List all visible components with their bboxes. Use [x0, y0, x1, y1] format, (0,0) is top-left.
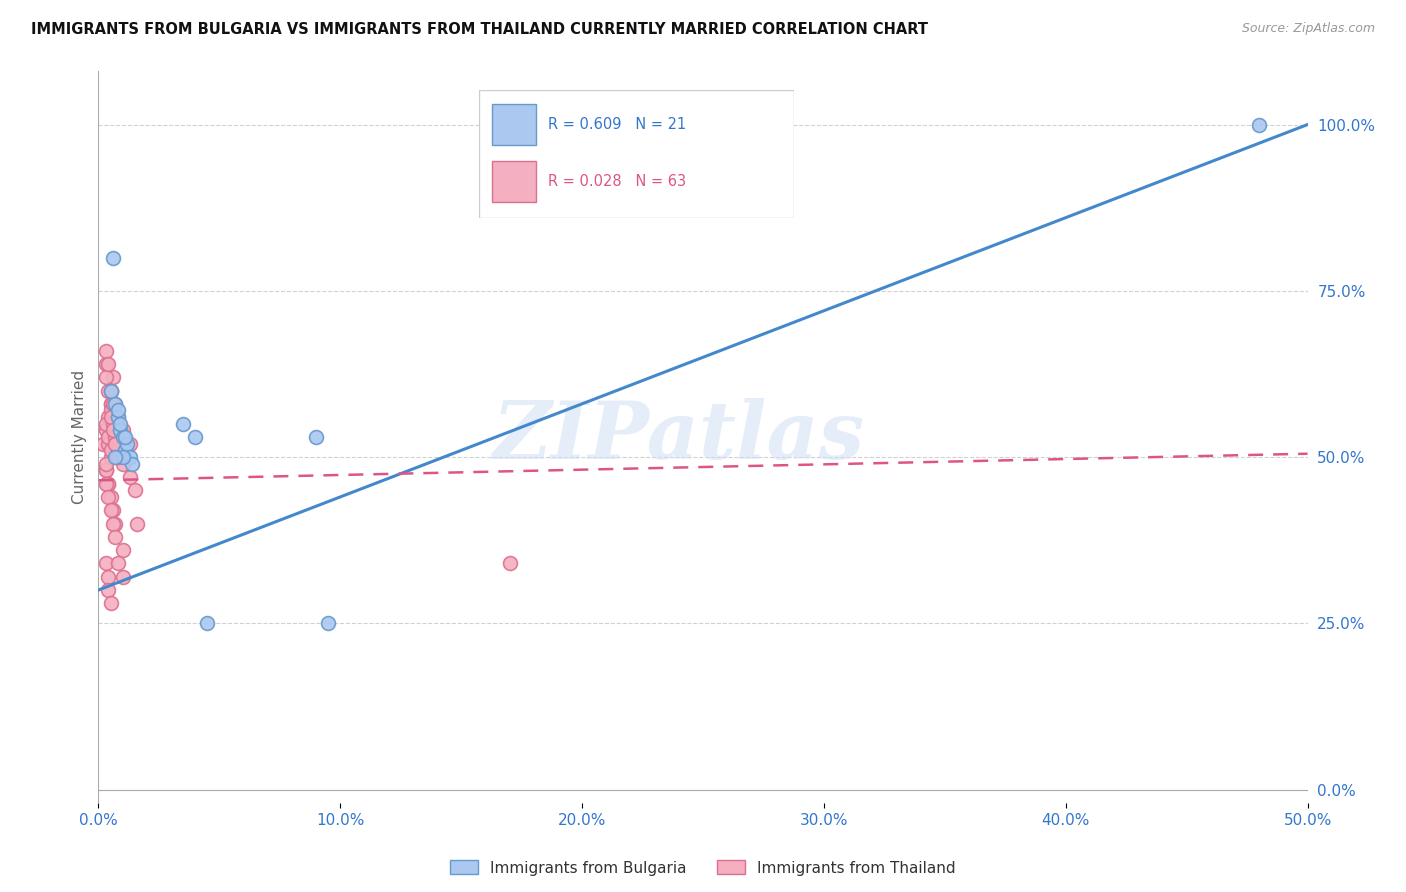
Point	[100, 397, 122, 411]
Point	[97, 436, 120, 450]
Point	[101, 370, 124, 384]
Point	[100, 384, 122, 398]
Point	[108, 424, 131, 438]
Point	[107, 450, 129, 464]
Point	[117, 436, 139, 450]
Point	[316, 616, 339, 631]
Point	[107, 443, 129, 458]
Point	[97, 490, 120, 504]
Point	[94, 476, 117, 491]
Point	[94, 424, 117, 438]
Point	[97, 476, 120, 491]
Point	[97, 582, 120, 597]
Point	[101, 397, 124, 411]
Point	[101, 503, 124, 517]
Text: ZIPatlas: ZIPatlas	[492, 399, 865, 475]
Point	[111, 457, 134, 471]
Point	[107, 450, 129, 464]
Point	[101, 410, 124, 425]
Point	[118, 450, 141, 464]
Legend: Immigrants from Bulgaria, Immigrants from Thailand: Immigrants from Bulgaria, Immigrants fro…	[444, 855, 962, 881]
Point	[118, 470, 141, 484]
Point	[100, 503, 122, 517]
Point	[107, 410, 129, 425]
Y-axis label: Currently Married: Currently Married	[72, 370, 87, 504]
Point	[111, 450, 134, 464]
Point	[94, 357, 117, 371]
Point	[100, 450, 122, 464]
Point	[100, 384, 122, 398]
Point	[101, 516, 124, 531]
Point	[114, 430, 136, 444]
Point	[91, 436, 114, 450]
Point	[100, 397, 122, 411]
Point	[111, 570, 134, 584]
Point	[121, 457, 143, 471]
Point	[118, 436, 141, 450]
Point	[94, 457, 117, 471]
Point	[104, 397, 127, 411]
Point	[104, 530, 127, 544]
Point	[101, 410, 124, 425]
Point	[104, 424, 127, 438]
Point	[101, 424, 124, 438]
Point	[104, 430, 127, 444]
Point	[97, 430, 120, 444]
Point	[101, 251, 124, 265]
Point	[124, 483, 146, 498]
Point	[104, 450, 127, 464]
Point	[111, 543, 134, 558]
Point	[97, 357, 120, 371]
Point	[1249, 118, 1271, 132]
Point	[104, 424, 127, 438]
Point	[127, 516, 149, 531]
Point	[97, 476, 120, 491]
Point	[114, 443, 136, 458]
Point	[107, 436, 129, 450]
Point	[100, 384, 122, 398]
Text: Source: ZipAtlas.com: Source: ZipAtlas.com	[1241, 22, 1375, 36]
Point	[94, 557, 117, 571]
Point	[104, 436, 127, 450]
Point	[104, 516, 127, 531]
Point	[100, 403, 122, 417]
Point	[94, 463, 117, 477]
Point	[97, 410, 120, 425]
Point	[100, 443, 122, 458]
Text: IMMIGRANTS FROM BULGARIA VS IMMIGRANTS FROM THAILAND CURRENTLY MARRIED CORRELATI: IMMIGRANTS FROM BULGARIA VS IMMIGRANTS F…	[31, 22, 928, 37]
Point	[111, 424, 134, 438]
Point	[100, 410, 122, 425]
Point	[107, 410, 129, 425]
Point	[104, 397, 127, 411]
Point	[111, 450, 134, 464]
Point	[94, 463, 117, 477]
Point	[172, 417, 194, 431]
Point	[107, 403, 129, 417]
Point	[498, 557, 520, 571]
Point	[94, 417, 117, 431]
Point	[97, 570, 120, 584]
Point	[94, 343, 117, 358]
Point	[97, 384, 120, 398]
Point	[195, 616, 218, 631]
Point	[100, 490, 122, 504]
Point	[94, 370, 117, 384]
Point	[184, 430, 207, 444]
Point	[108, 417, 131, 431]
Point	[101, 417, 124, 431]
Point	[100, 596, 122, 610]
Point	[305, 430, 328, 444]
Point	[107, 557, 129, 571]
Point	[111, 430, 134, 444]
